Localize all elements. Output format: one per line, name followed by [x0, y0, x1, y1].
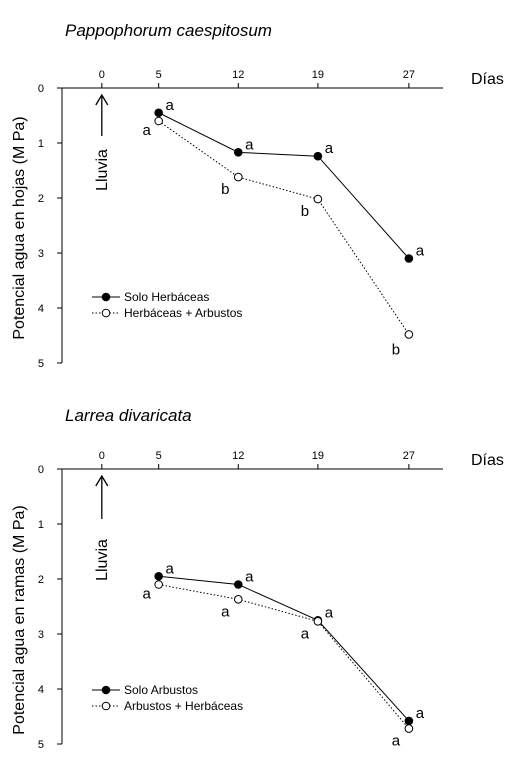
legend-marker-open — [101, 701, 111, 711]
series-line — [158, 112, 410, 259]
data-point — [313, 151, 323, 161]
data-point — [154, 116, 163, 126]
y-tick-label: 2 — [38, 574, 44, 586]
rain-marker: Lluvia — [94, 474, 111, 581]
significance-label: a — [142, 122, 151, 139]
y-tick-label: 1 — [38, 138, 44, 150]
series-line — [158, 575, 410, 722]
x-ticks: 0 5 12 19 27 — [99, 69, 415, 88]
y-tick-label: 0 — [38, 83, 44, 95]
significance-label: b — [221, 181, 229, 198]
significance-label: a — [245, 136, 254, 153]
significance-label: a — [325, 604, 334, 621]
data-point — [233, 595, 243, 604]
data-point — [313, 617, 323, 626]
data-point — [154, 580, 163, 589]
data-point — [154, 571, 163, 581]
rain-label: Lluvia — [94, 539, 111, 581]
rain-label: Lluvia — [94, 149, 111, 191]
legend: Solo Arbustos Arbustos + Herbáceas — [92, 683, 243, 713]
x-tick-label: 5 — [156, 450, 162, 462]
y-ticks: 0 1 2 3 4 5 — [38, 83, 62, 370]
x-tick-label: 0 — [99, 450, 105, 462]
x-axis-label: Días — [471, 71, 504, 88]
x-ticks: 0 5 12 19 27 — [99, 450, 415, 469]
y-tick-label: 5 — [38, 358, 44, 370]
data-point — [404, 724, 414, 733]
legend-label: Arbustos + Herbáceas — [124, 699, 243, 713]
y-ticks: 0 1 2 3 4 5 — [38, 464, 62, 751]
y-tick-label: 1 — [38, 519, 44, 531]
y-axis-label: Potencial agua en hojas (M Pa) — [11, 116, 28, 339]
panel-pappophorum: Pappophorum caespitosum Días Potencial a… — [11, 21, 504, 370]
data-point — [233, 172, 243, 182]
significance-label: a — [301, 625, 310, 642]
y-tick-label: 4 — [38, 303, 44, 315]
significance-label: a — [245, 569, 254, 586]
y-tick-label: 5 — [38, 739, 44, 751]
x-tick-label: 19 — [312, 69, 324, 81]
data-point — [233, 580, 243, 589]
significance-label: a — [165, 97, 174, 114]
x-tick-label: 12 — [232, 69, 244, 81]
y-axis-label: Potencial agua en ramas (M Pa) — [11, 505, 28, 734]
significance-label: b — [301, 203, 309, 220]
significance-label: a — [142, 586, 151, 603]
data-point — [404, 330, 414, 339]
data-point — [404, 254, 414, 263]
significance-label: a — [221, 603, 230, 620]
y-tick-label: 3 — [38, 629, 44, 641]
significance-label: a — [325, 140, 334, 157]
y-tick-label: 3 — [38, 248, 44, 260]
chart-title: Pappophorum caespitosum — [65, 21, 272, 40]
legend-label: Herbáceas + Arbustos — [124, 306, 242, 320]
significance-label: b — [392, 341, 400, 358]
rain-arrow-head — [95, 474, 109, 487]
legend: Solo Herbáceas Herbáceas + Arbustos — [92, 290, 242, 320]
x-tick-label: 12 — [232, 450, 244, 462]
x-tick-label: 5 — [156, 69, 162, 81]
legend-marker-filled — [101, 685, 111, 695]
significance-label: a — [392, 733, 401, 750]
x-tick-label: 27 — [403, 450, 415, 462]
x-tick-label: 0 — [99, 69, 105, 81]
panel-larrea: Larrea divaricata Días Potencial agua en… — [11, 406, 504, 751]
y-tick-label: 0 — [38, 464, 44, 476]
y-tick-label: 2 — [38, 193, 44, 205]
significance-label: a — [416, 705, 425, 722]
rain-marker: Lluvia — [94, 93, 111, 191]
significance-label: a — [416, 243, 425, 260]
rain-arrow-head — [95, 93, 109, 106]
chart-title: Larrea divaricata — [65, 406, 192, 425]
data-point — [404, 716, 414, 726]
axes — [61, 468, 443, 744]
axes — [61, 87, 443, 363]
x-tick-label: 19 — [312, 450, 324, 462]
x-tick-label: 27 — [403, 69, 415, 81]
significance-label: a — [165, 560, 174, 577]
legend-label: Solo Arbustos — [124, 683, 198, 697]
y-tick-label: 4 — [38, 684, 44, 696]
legend-marker-filled — [101, 292, 111, 302]
legend-marker-open — [101, 308, 111, 318]
data-point — [233, 148, 243, 157]
data-point — [154, 108, 163, 118]
data-point — [313, 194, 323, 204]
legend-label: Solo Herbáceas — [124, 290, 209, 304]
x-axis-label: Días — [471, 452, 504, 469]
